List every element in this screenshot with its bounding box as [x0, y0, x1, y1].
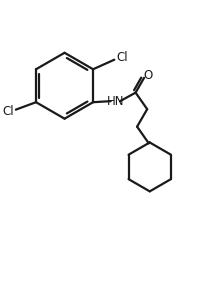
Text: Cl: Cl — [2, 105, 14, 118]
Text: HN: HN — [107, 95, 124, 108]
Text: O: O — [144, 69, 153, 82]
Text: Cl: Cl — [117, 51, 128, 64]
